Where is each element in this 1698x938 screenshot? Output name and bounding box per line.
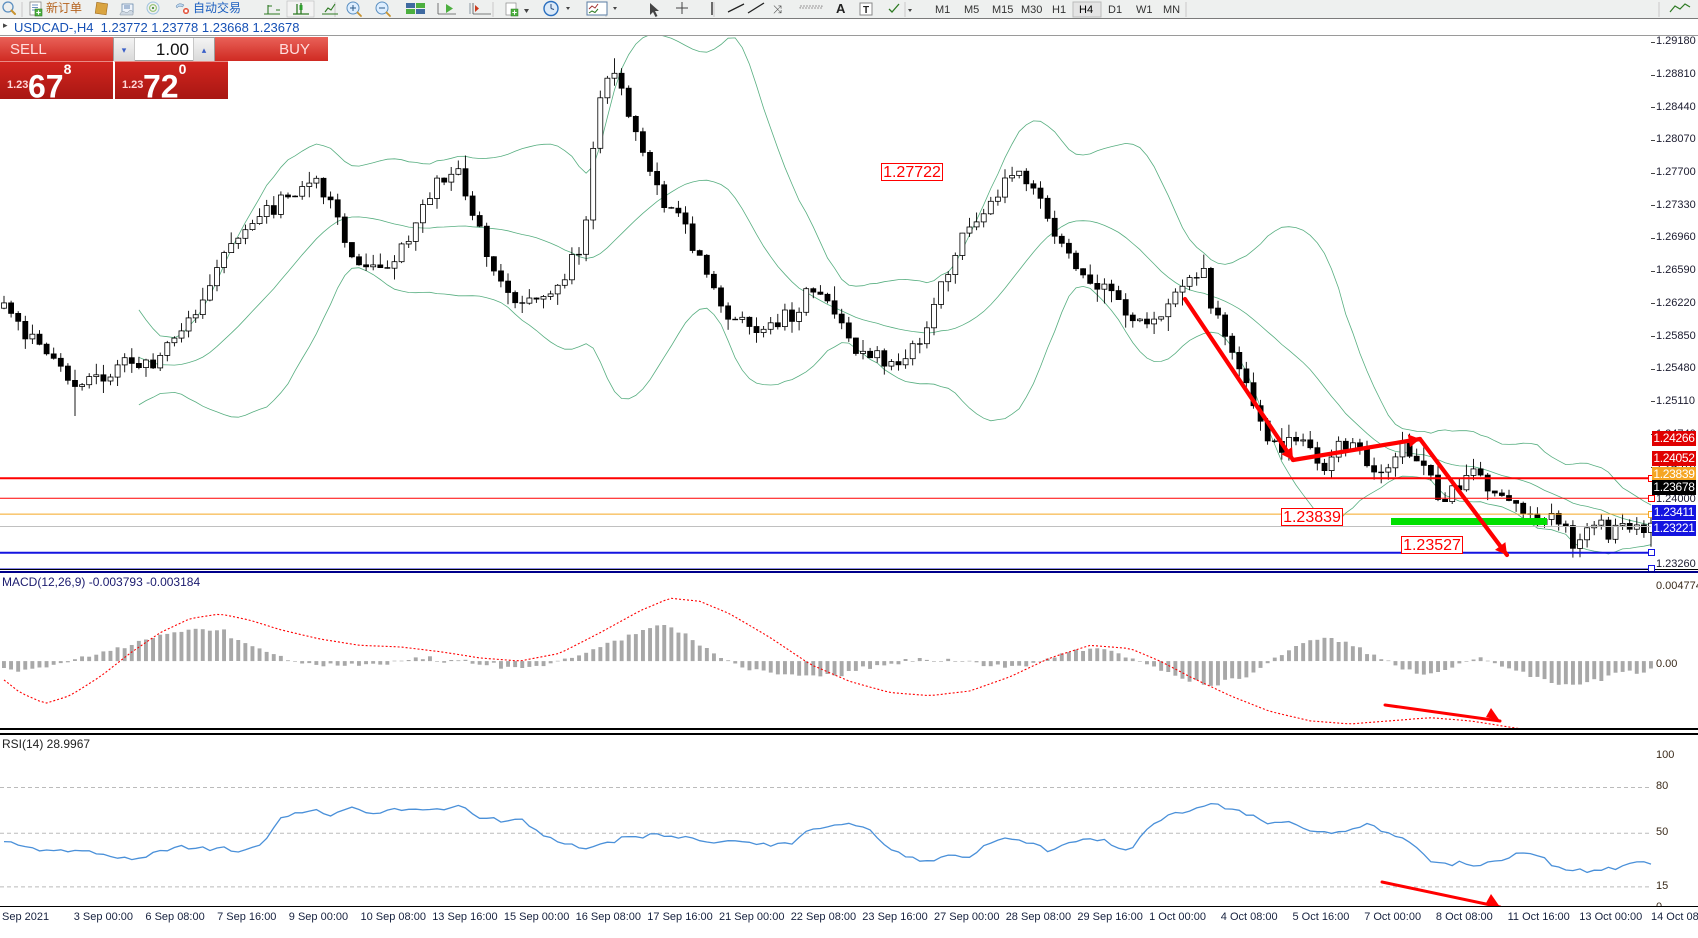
svg-text:H4: H4 [1079,4,1093,16]
svg-text:自动交易: 自动交易 [193,0,241,15]
svg-text:A: A [836,1,846,16]
svg-text:D1: D1 [1108,4,1122,16]
svg-text:MN: MN [1163,4,1180,16]
svg-text:W1: W1 [1136,4,1153,16]
svg-text:M5: M5 [964,4,979,16]
svg-text:T: T [863,5,869,16]
svg-text:H1: H1 [1052,4,1066,16]
svg-text:M15: M15 [992,4,1013,16]
svg-text:M30: M30 [1021,4,1042,16]
svg-text:新订单: 新订单 [46,0,82,15]
svg-text:M1: M1 [935,4,950,16]
svg-text:⤨: ⤨ [773,4,782,16]
